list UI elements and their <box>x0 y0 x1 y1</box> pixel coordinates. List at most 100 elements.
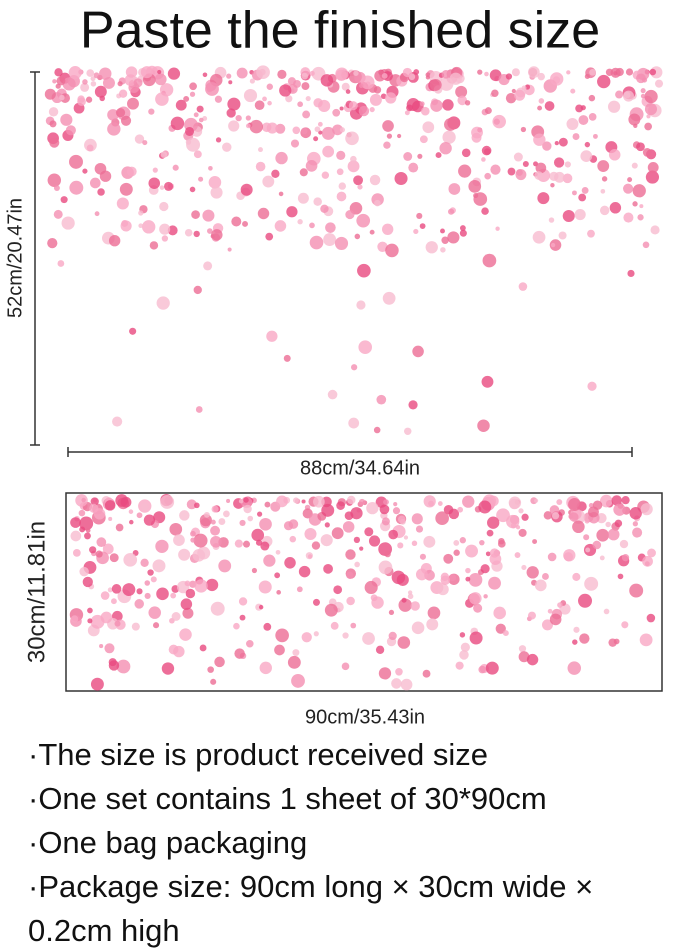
blossom <box>629 507 642 520</box>
blossom <box>362 632 375 645</box>
blossom <box>351 364 358 371</box>
blossom <box>189 186 196 193</box>
blossom <box>364 527 374 537</box>
blossom <box>84 532 91 540</box>
blossom <box>264 501 271 508</box>
blossom <box>592 540 602 550</box>
blossom <box>89 546 97 554</box>
blossom <box>563 549 576 562</box>
blossom <box>69 180 84 195</box>
blossom <box>276 495 288 508</box>
blossom <box>133 78 143 88</box>
blossom <box>136 588 143 595</box>
blossom <box>198 176 204 182</box>
blossom <box>287 77 297 86</box>
blossom <box>202 72 208 78</box>
blossom <box>242 220 248 227</box>
blossom <box>167 225 178 236</box>
blossom <box>335 69 347 81</box>
blossom <box>642 148 652 157</box>
blossom <box>246 639 254 648</box>
blossom <box>400 678 413 691</box>
blossom <box>379 504 390 515</box>
blossom <box>47 173 62 187</box>
blossom <box>233 622 240 630</box>
blossom <box>297 219 303 225</box>
blossom <box>423 535 436 548</box>
blossom <box>647 162 659 173</box>
blossom <box>437 583 449 596</box>
blossom <box>148 606 161 619</box>
blossom <box>465 544 478 558</box>
blossom <box>148 108 155 115</box>
blossom <box>323 233 337 247</box>
blossom <box>460 642 470 652</box>
blossom <box>325 222 336 233</box>
blossom <box>311 541 321 550</box>
blossom <box>459 229 467 237</box>
blossom <box>77 95 85 103</box>
blossom <box>464 100 471 106</box>
blossom <box>274 572 281 579</box>
blossom <box>538 98 545 104</box>
blossom <box>592 133 598 139</box>
blossom <box>115 108 126 118</box>
blossom <box>443 553 454 564</box>
blossom <box>491 89 499 97</box>
blossom <box>489 69 502 82</box>
blossom <box>518 282 528 291</box>
blossom <box>403 152 413 161</box>
blossom <box>465 576 471 582</box>
blossom <box>496 508 510 523</box>
blossom <box>599 555 605 561</box>
blossom <box>240 183 253 196</box>
blossom <box>336 168 344 176</box>
blossom <box>374 199 381 207</box>
blossom <box>159 185 165 190</box>
blossom <box>170 116 185 131</box>
blossom <box>275 628 289 643</box>
blossom <box>521 85 527 91</box>
blossom <box>396 573 409 586</box>
blossom <box>155 92 169 106</box>
blossom <box>625 68 634 76</box>
blossom <box>258 604 264 610</box>
blossom <box>430 99 443 112</box>
blossom <box>640 503 653 516</box>
blossom <box>492 114 506 129</box>
blossom <box>266 122 278 134</box>
blossom <box>171 612 181 621</box>
blossom <box>178 548 191 561</box>
note: ·The size is product received size <box>28 737 489 772</box>
blossom <box>254 100 265 111</box>
blossom <box>156 296 170 310</box>
blossom <box>243 504 252 514</box>
blossom <box>381 223 394 235</box>
blossom <box>382 291 396 305</box>
blossom <box>411 513 423 525</box>
blossom <box>544 101 555 111</box>
blossom <box>275 549 281 555</box>
blossom <box>111 584 122 594</box>
blossom <box>646 114 651 119</box>
blossom <box>457 95 468 106</box>
blossom <box>356 213 371 228</box>
blossom <box>440 247 446 253</box>
blossom <box>192 549 206 562</box>
blossom <box>218 559 232 573</box>
blossom <box>645 170 660 184</box>
blossom <box>266 330 278 342</box>
top-width-label: 88cm/34.64in <box>300 457 420 479</box>
blossom <box>334 236 349 251</box>
blossom <box>286 206 298 218</box>
blossom <box>419 135 428 144</box>
blossom <box>605 521 611 528</box>
blossom <box>290 139 300 148</box>
blossom <box>422 121 435 134</box>
blossom <box>632 521 638 527</box>
blossom <box>455 661 464 670</box>
blossom <box>134 134 145 144</box>
blossom <box>417 153 423 159</box>
blossom <box>322 145 335 158</box>
blossom <box>398 598 412 612</box>
